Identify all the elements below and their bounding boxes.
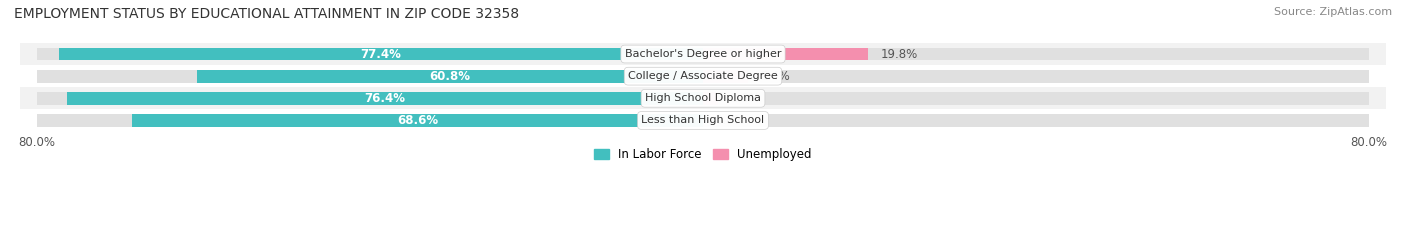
Bar [20,87,1386,109]
Bar [20,109,1386,131]
Bar [67,92,703,105]
Text: 19.8%: 19.8% [880,48,918,61]
Bar [703,70,748,82]
Text: 0.0%: 0.0% [716,114,745,127]
Text: Source: ZipAtlas.com: Source: ZipAtlas.com [1274,7,1392,17]
Bar [703,114,1369,127]
Text: 1.8%: 1.8% [731,92,761,105]
Legend: In Labor Force, Unemployed: In Labor Force, Unemployed [589,143,817,165]
Bar [20,65,1386,87]
Bar [132,114,703,127]
Bar [703,70,1369,82]
Text: 76.4%: 76.4% [364,92,405,105]
Bar [703,48,868,60]
Text: 5.4%: 5.4% [761,70,790,83]
Bar [37,92,703,105]
Text: 68.6%: 68.6% [396,114,437,127]
Text: 77.4%: 77.4% [360,48,401,61]
Text: Bachelor's Degree or higher: Bachelor's Degree or higher [624,49,782,59]
Text: High School Diploma: High School Diploma [645,93,761,103]
Text: 60.8%: 60.8% [429,70,471,83]
Bar [37,48,703,60]
Text: Less than High School: Less than High School [641,115,765,125]
Bar [37,114,703,127]
Bar [197,70,703,82]
Bar [703,92,1369,105]
Bar [59,48,703,60]
Bar [37,70,703,82]
Bar [703,48,1369,60]
Bar [20,43,1386,65]
Bar [703,92,718,105]
Text: EMPLOYMENT STATUS BY EDUCATIONAL ATTAINMENT IN ZIP CODE 32358: EMPLOYMENT STATUS BY EDUCATIONAL ATTAINM… [14,7,519,21]
Text: College / Associate Degree: College / Associate Degree [628,71,778,81]
